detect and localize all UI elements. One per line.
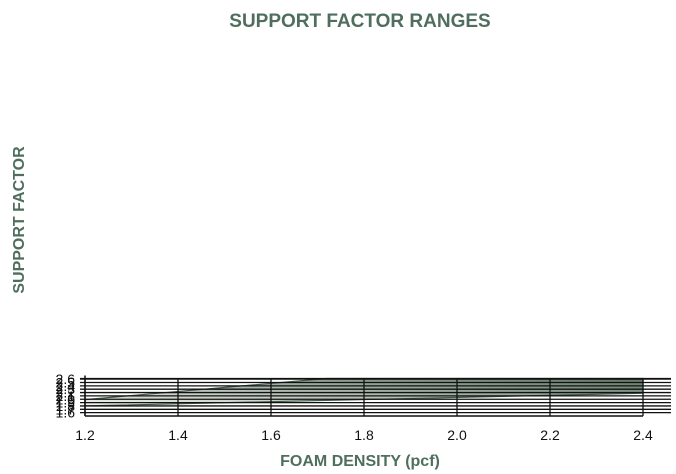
y-tick-label-2.6: 2.6	[56, 371, 76, 387]
y-tick-label-2.3: 2.3	[56, 381, 76, 397]
x-tick-label-2.0: 2.0	[447, 427, 467, 443]
x-tick-label-1.4: 1.4	[168, 427, 188, 443]
y-tick-label-2.0: 2.0	[56, 391, 76, 407]
axes	[84, 375, 643, 417]
y-tick-label-1.7: 1.7	[56, 401, 76, 417]
y-axis-label: SUPPORT FACTOR	[11, 146, 28, 294]
x-tick-label-2.4: 2.4	[633, 427, 653, 443]
y-tick-label-1.9: 1.9	[56, 395, 76, 411]
x-tick-labels: 1.2 1.4 1.6 1.8 2.0 2.2 2.4	[75, 427, 653, 443]
x-axis-label: FOAM DENSITY (pcf)	[280, 453, 440, 470]
y-tick-label-1.8: 1.8	[56, 398, 76, 414]
y-tick-label-2.2: 2.2	[56, 385, 76, 401]
y-tick-label-2.4: 2.4	[56, 378, 76, 394]
y-tick-labels: 1.61.71.81.92.02.12.22.32.42.52.6	[56, 371, 76, 421]
y-tick-label-1.6: 1.6	[56, 405, 76, 421]
y-tick-label-2.1: 2.1	[56, 388, 76, 404]
x-tick-label-1.2: 1.2	[75, 427, 95, 443]
y-tick-label-2.5: 2.5	[56, 375, 76, 391]
x-tick-label-1.8: 1.8	[354, 427, 374, 443]
x-tick-label-2.2: 2.2	[540, 427, 560, 443]
grid-lines	[80, 377, 671, 416]
x-tick-label-1.6: 1.6	[261, 427, 281, 443]
chart-title: SUPPORT FACTOR RANGES	[229, 11, 490, 32]
